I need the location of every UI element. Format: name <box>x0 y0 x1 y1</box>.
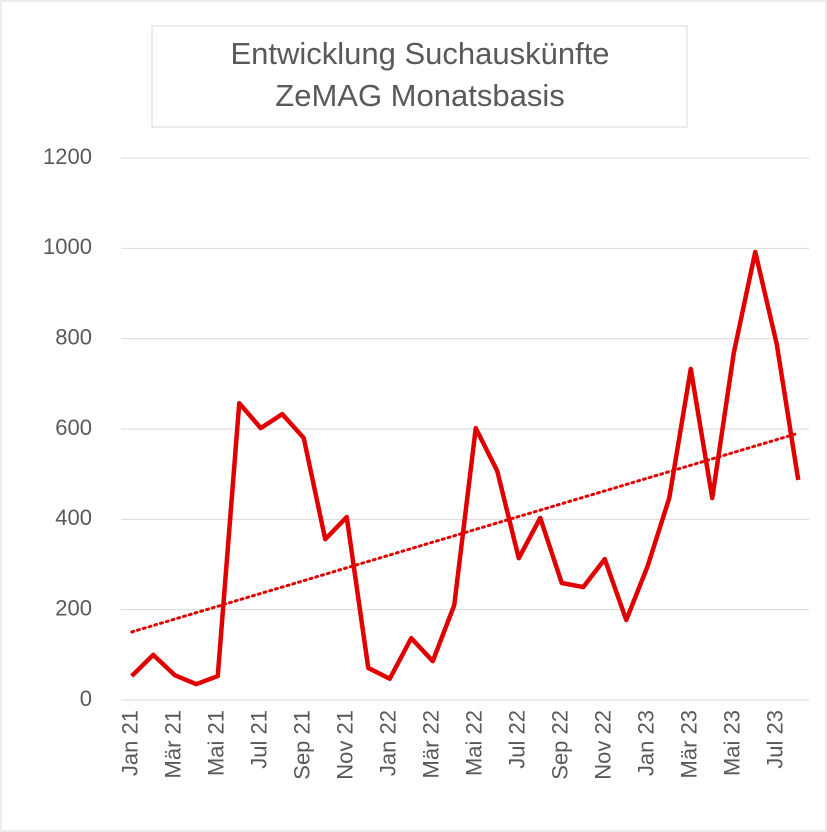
x-tick-label: Jul 21 <box>247 710 272 769</box>
x-tick-label: Mär 21 <box>161 710 186 778</box>
title-box <box>151 25 688 128</box>
x-tick-label: Mai 21 <box>204 710 229 776</box>
x-tick-label: Nov 22 <box>591 710 616 780</box>
chart-title: Entwicklung Suchauskünfte <box>230 36 609 71</box>
y-tick-label: 200 <box>55 595 92 620</box>
x-tick-label: Sep 21 <box>290 710 315 780</box>
x-tick-label: Mai 22 <box>462 710 487 776</box>
x-tick-label: Jan 21 <box>118 710 143 776</box>
y-tick-label: 600 <box>55 415 92 440</box>
x-tick-label: Jul 22 <box>505 710 530 769</box>
x-tick-label: Nov 21 <box>333 710 358 780</box>
y-tick-label: 800 <box>55 324 92 349</box>
x-tick-label: Jan 22 <box>376 710 401 776</box>
x-tick-label: Mär 22 <box>419 710 444 778</box>
data-line <box>130 249 801 687</box>
x-tick-label: Mai 23 <box>720 710 745 776</box>
x-tick-label: Sep 22 <box>548 710 573 780</box>
x-tick-label: Jan 23 <box>634 710 659 776</box>
x-tick-label: Mär 23 <box>677 710 702 778</box>
y-tick-label: 1200 <box>43 144 92 169</box>
chart-title: ZeMAG Monatsbasis <box>275 78 564 113</box>
y-tick-label: 400 <box>55 505 92 530</box>
y-tick-label: 0 <box>80 686 92 711</box>
x-tick-label: Jul 23 <box>763 710 788 769</box>
y-tick-label: 1000 <box>43 234 92 259</box>
